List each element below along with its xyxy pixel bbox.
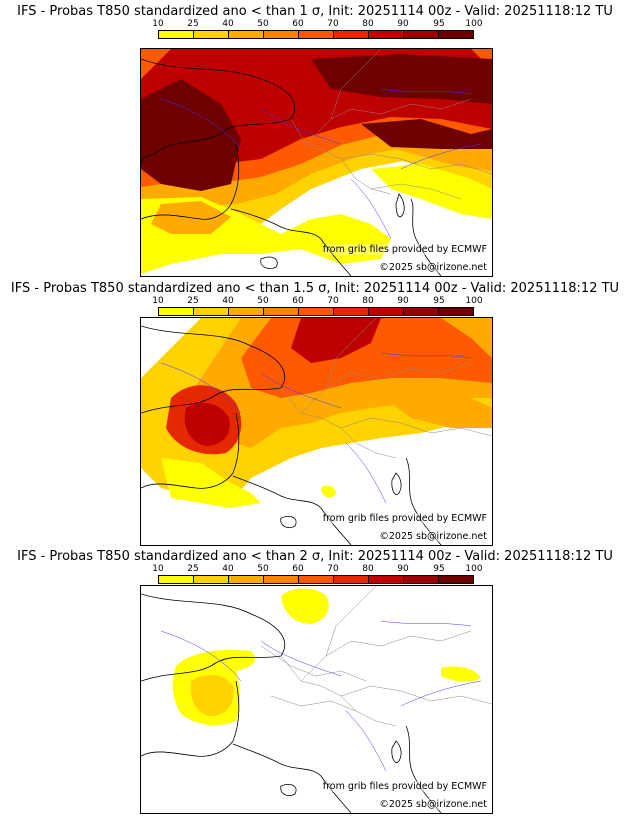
colorbar-swatch — [439, 31, 473, 38]
colorbar-swatch — [264, 31, 299, 38]
map-svg — [141, 586, 492, 813]
colorbar-labels: 10 25 40 50 60 70 80 90 95 100 — [152, 564, 482, 576]
probability-map: from grib files provided by ECMWF ©2025 … — [140, 48, 493, 277]
colorbar-label: 50 — [257, 564, 269, 574]
colorbar-label: 90 — [397, 564, 409, 574]
colorbar-swatch — [439, 576, 473, 583]
coastlines — [141, 325, 442, 545]
colorbar-label: 10 — [152, 296, 164, 306]
map-panel-1: IFS - Probas T850 standardized ano < tha… — [0, 4, 630, 277]
colorbar-labels: 10 25 40 50 60 70 80 90 95 100 — [152, 19, 482, 31]
panel-title: IFS - Probas T850 standardized ano < tha… — [17, 549, 613, 564]
colorbar — [158, 575, 474, 584]
colorbar-swatch — [334, 31, 369, 38]
probability-map: from grib files provided by ECMWF ©2025 … — [140, 317, 493, 546]
colorbar-label: 25 — [187, 564, 199, 574]
colorbar-swatch — [369, 308, 404, 315]
colorbar-swatch — [299, 576, 334, 583]
panel-title: IFS - Probas T850 standardized ano < tha… — [17, 4, 613, 19]
coastlines — [141, 593, 442, 813]
colorbar-swatch — [159, 308, 194, 315]
map-panel-3: IFS - Probas T850 standardized ano < tha… — [0, 549, 630, 821]
colorbar-label: 50 — [257, 19, 269, 29]
source-credit: from grib files provided by ECMWF — [322, 781, 487, 792]
colorbar-swatch — [159, 31, 194, 38]
colorbar-swatch — [194, 576, 229, 583]
colorbar — [158, 30, 474, 39]
colorbar-swatch — [334, 576, 369, 583]
copyright-credit: ©2025 sb@irizone.net — [379, 531, 487, 542]
copyright-credit: ©2025 sb@irizone.net — [379, 262, 487, 273]
colorbar-label: 70 — [327, 296, 339, 306]
colorbar-swatch — [299, 308, 334, 315]
borders — [280, 318, 492, 459]
colorbar-label: 25 — [187, 19, 199, 29]
colorbar-label: 10 — [152, 564, 164, 574]
panel-title: IFS - Probas T850 standardized ano < tha… — [10, 281, 620, 296]
colorbar-swatch — [404, 31, 439, 38]
colorbar-swatch — [229, 31, 264, 38]
map-panel-2: IFS - Probas T850 standardized ano < tha… — [0, 281, 630, 553]
rivers — [160, 620, 482, 772]
colorbar-label: 100 — [465, 19, 483, 29]
map-svg — [141, 318, 492, 545]
colorbar-label: 80 — [362, 564, 374, 574]
colorbar-label: 95 — [433, 19, 445, 29]
colorbar-label: 70 — [327, 19, 339, 29]
colorbar-label: 25 — [187, 296, 199, 306]
colorbar-label: 40 — [222, 564, 234, 574]
colorbar-swatch — [264, 576, 299, 583]
colorbar-swatch — [439, 308, 473, 315]
colorbar-swatch — [229, 308, 264, 315]
source-credit: from grib files provided by ECMWF — [322, 513, 487, 524]
colorbar-label: 60 — [292, 19, 304, 29]
colorbar-label: 60 — [292, 296, 304, 306]
source-credit: from grib files provided by ECMWF — [322, 244, 487, 255]
colorbar-swatch — [404, 576, 439, 583]
colorbar-swatch — [229, 576, 264, 583]
borders — [260, 586, 492, 727]
colorbar — [158, 307, 474, 316]
colorbar-label: 95 — [433, 564, 445, 574]
rivers — [160, 88, 482, 240]
colorbar-swatch — [334, 308, 369, 315]
colorbar-swatch — [194, 31, 229, 38]
colorbar-label: 40 — [222, 19, 234, 29]
colorbar-swatch — [264, 308, 299, 315]
borders — [290, 49, 492, 200]
colorbar-swatch — [194, 308, 229, 315]
colorbar-label: 10 — [152, 19, 164, 29]
colorbar-label: 100 — [465, 564, 483, 574]
colorbar-label: 80 — [362, 19, 374, 29]
coastlines — [141, 58, 442, 276]
colorbar-label: 95 — [433, 296, 445, 306]
colorbar-swatch — [159, 576, 194, 583]
colorbar-label: 90 — [397, 296, 409, 306]
probability-map: from grib files provided by ECMWF ©2025 … — [140, 585, 493, 814]
probability-field — [141, 318, 492, 508]
colorbar-swatch — [299, 31, 334, 38]
colorbar-label: 70 — [327, 564, 339, 574]
probability-field — [172, 588, 481, 726]
colorbar-swatch — [369, 31, 404, 38]
colorbar-label: 80 — [362, 296, 374, 306]
colorbar-label: 60 — [292, 564, 304, 574]
colorbar-labels: 10 25 40 50 60 70 80 90 95 100 — [152, 296, 482, 308]
colorbar-swatch — [404, 308, 439, 315]
rivers — [160, 352, 472, 504]
colorbar-label: 50 — [257, 296, 269, 306]
map-svg — [141, 49, 492, 276]
colorbar-label: 90 — [397, 19, 409, 29]
colorbar-swatch — [369, 576, 404, 583]
colorbar-label: 40 — [222, 296, 234, 306]
copyright-credit: ©2025 sb@irizone.net — [379, 799, 487, 810]
probability-field — [141, 49, 492, 274]
colorbar-label: 100 — [465, 296, 483, 306]
